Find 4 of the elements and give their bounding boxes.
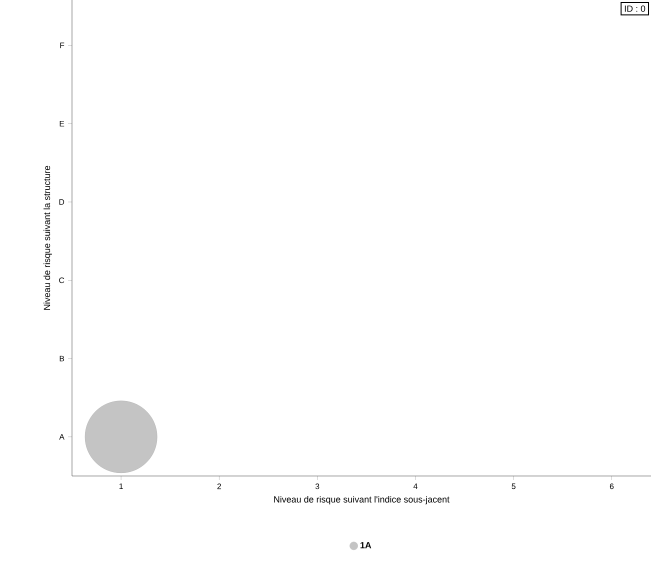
legend-label: 1A bbox=[360, 542, 372, 548]
annotation: ID : 0 bbox=[624, 5, 646, 12]
x-axis-title: Niveau de risque suivant l'indice sous-jacent bbox=[274, 496, 450, 504]
y-axis-title: Niveau de risque suivant la structure bbox=[44, 166, 52, 310]
